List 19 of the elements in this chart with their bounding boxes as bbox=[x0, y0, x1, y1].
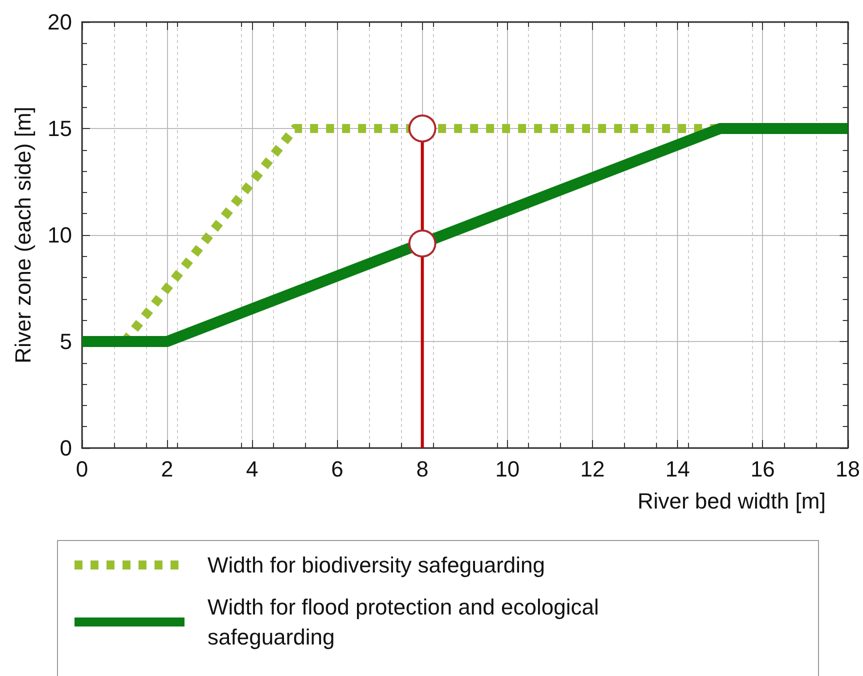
y-tick-label: 20 bbox=[48, 10, 72, 34]
y-axis-title: River zone (each side) [m] bbox=[10, 106, 36, 364]
y-tick-label: 10 bbox=[48, 222, 72, 248]
x-tick-label: 6 bbox=[331, 456, 344, 482]
y-tick-label: 0 bbox=[60, 436, 72, 460]
x-tick-label: 14 bbox=[665, 456, 690, 482]
legend-label: Width for biodiversity safeguarding bbox=[208, 552, 545, 578]
x-tick-label: 10 bbox=[495, 456, 520, 482]
x-tick-label: 8 bbox=[416, 456, 428, 482]
x-tick-label: 4 bbox=[246, 456, 258, 482]
x-tick-label: 12 bbox=[580, 456, 605, 482]
x-tick-label: 18 bbox=[836, 456, 860, 482]
x-tick-label: 2 bbox=[160, 456, 174, 482]
x-tick-label: 0 bbox=[76, 456, 88, 482]
legend-label: Width for flood protection and ecological safeguarding bbox=[208, 594, 605, 650]
x-tick-label: 16 bbox=[750, 456, 775, 482]
y-tick-label: 5 bbox=[60, 329, 72, 354]
x-axis-title: River bed width [m] bbox=[637, 488, 826, 514]
y-tick-label: 15 bbox=[48, 116, 72, 141]
